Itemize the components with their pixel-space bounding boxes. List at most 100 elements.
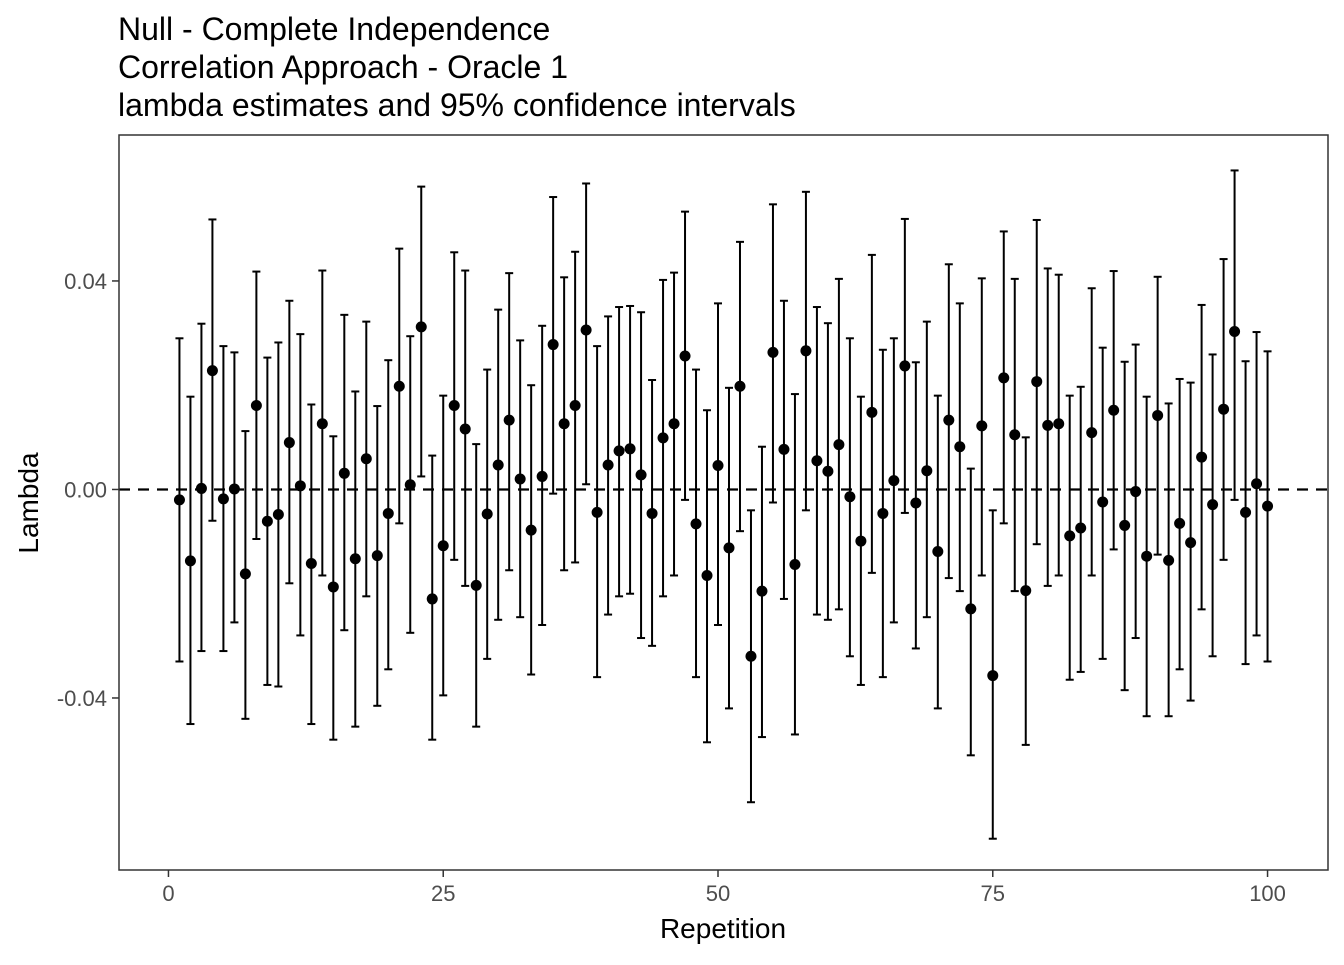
point-10 [272, 508, 284, 520]
x-tick-label-0: 0 [162, 881, 174, 906]
errorbar-24 [426, 454, 438, 741]
errorbar-37 [569, 250, 581, 564]
point-35 [547, 339, 559, 351]
point-11 [283, 437, 295, 449]
errorbar-8 [250, 270, 262, 540]
point-95 [1207, 499, 1219, 511]
errorbar-38 [580, 182, 592, 486]
point-38 [580, 324, 592, 336]
errorbar-19 [371, 405, 383, 707]
errorbar-54 [756, 445, 768, 739]
point-18 [360, 453, 372, 465]
errorbar-90 [1152, 275, 1164, 556]
errorbar-64 [866, 253, 878, 574]
errorbar-61 [833, 277, 845, 611]
point-100 [1262, 500, 1274, 512]
errorbar-87 [1119, 360, 1131, 692]
point-42 [624, 443, 636, 455]
errorbar-21 [393, 247, 405, 525]
point-7 [239, 568, 251, 580]
y-tick-label-2: 0.04 [64, 269, 107, 294]
point-39 [591, 506, 603, 518]
errorbar-80 [1042, 267, 1054, 587]
point-43 [635, 469, 647, 481]
errorbar-74 [976, 277, 988, 577]
point-48 [690, 518, 702, 530]
point-92 [1174, 517, 1186, 529]
point-56 [778, 443, 790, 455]
x-tick-label-25: 25 [431, 881, 455, 906]
errorbar-82 [1064, 394, 1076, 681]
errorbar-95 [1207, 353, 1219, 658]
errorbar-34 [536, 324, 548, 626]
point-33 [525, 524, 537, 536]
point-66 [888, 475, 900, 487]
errorbar-60 [822, 322, 834, 621]
errorbar-15 [327, 435, 339, 741]
errorbar-10 [272, 341, 284, 688]
errorbar-29 [481, 368, 493, 660]
point-9 [261, 515, 273, 527]
point-85 [1097, 496, 1109, 508]
point-13 [305, 557, 317, 569]
point-99 [1251, 478, 1263, 490]
point-54 [756, 585, 768, 597]
point-45 [657, 432, 669, 444]
errorbar-30 [492, 308, 504, 621]
point-84 [1086, 427, 1098, 439]
point-63 [855, 535, 867, 547]
errorbar-41 [613, 306, 625, 598]
point-25 [437, 540, 449, 552]
point-94 [1196, 451, 1208, 463]
errorbar-2 [184, 395, 196, 726]
point-61 [833, 439, 845, 451]
errorbar-94 [1196, 303, 1208, 611]
point-67 [899, 360, 911, 372]
errorbar-13 [305, 403, 317, 726]
point-77 [1009, 429, 1021, 441]
point-32 [514, 473, 526, 485]
errorbar-9 [261, 356, 273, 686]
point-69 [921, 465, 933, 477]
errorbar-69 [921, 320, 933, 619]
point-73 [965, 603, 977, 615]
y-tick-label-0: -0.04 [57, 686, 107, 711]
y-axis-label: Lambda [13, 452, 44, 554]
errorbar-73 [965, 467, 977, 757]
point-30 [492, 459, 504, 471]
point-6 [228, 483, 240, 495]
errorbar-3 [195, 322, 207, 653]
chart-title-line-2: Correlation Approach - Oracle 1 [118, 49, 568, 85]
point-20 [382, 507, 394, 519]
errorbar-96 [1218, 258, 1230, 561]
errorbar-65 [877, 348, 889, 679]
errorbar-86 [1108, 270, 1120, 551]
errorbar-77 [1009, 277, 1021, 593]
errorbar-99 [1251, 331, 1263, 637]
errorbar-27 [459, 269, 471, 587]
errorbar-79 [1031, 218, 1043, 546]
point-2 [184, 555, 196, 567]
errorbar-55 [767, 203, 779, 504]
axes: 0 25 50 75 100 -0.04 0.00 0.04 [57, 269, 1286, 906]
chart-title-line-3: lambda estimates and 95% confidence inte… [118, 87, 796, 123]
point-80 [1042, 419, 1054, 431]
point-74 [976, 420, 988, 432]
errorbar-18 [360, 320, 372, 598]
point-36 [558, 418, 570, 430]
point-90 [1152, 409, 1164, 421]
errorbar-43 [635, 311, 647, 640]
point-21 [393, 380, 405, 392]
errorbar-40 [602, 315, 614, 616]
errorbar-35 [547, 196, 559, 495]
point-83 [1075, 522, 1087, 534]
errorbar-51 [723, 386, 735, 710]
errorbar-6 [228, 351, 240, 624]
errorbar-93 [1185, 381, 1197, 702]
errorbar-23 [415, 185, 427, 478]
errorbar-67 [899, 217, 911, 514]
errorbar-16 [338, 313, 350, 632]
errorbar-12 [294, 333, 306, 637]
errorbar-76 [998, 230, 1010, 525]
